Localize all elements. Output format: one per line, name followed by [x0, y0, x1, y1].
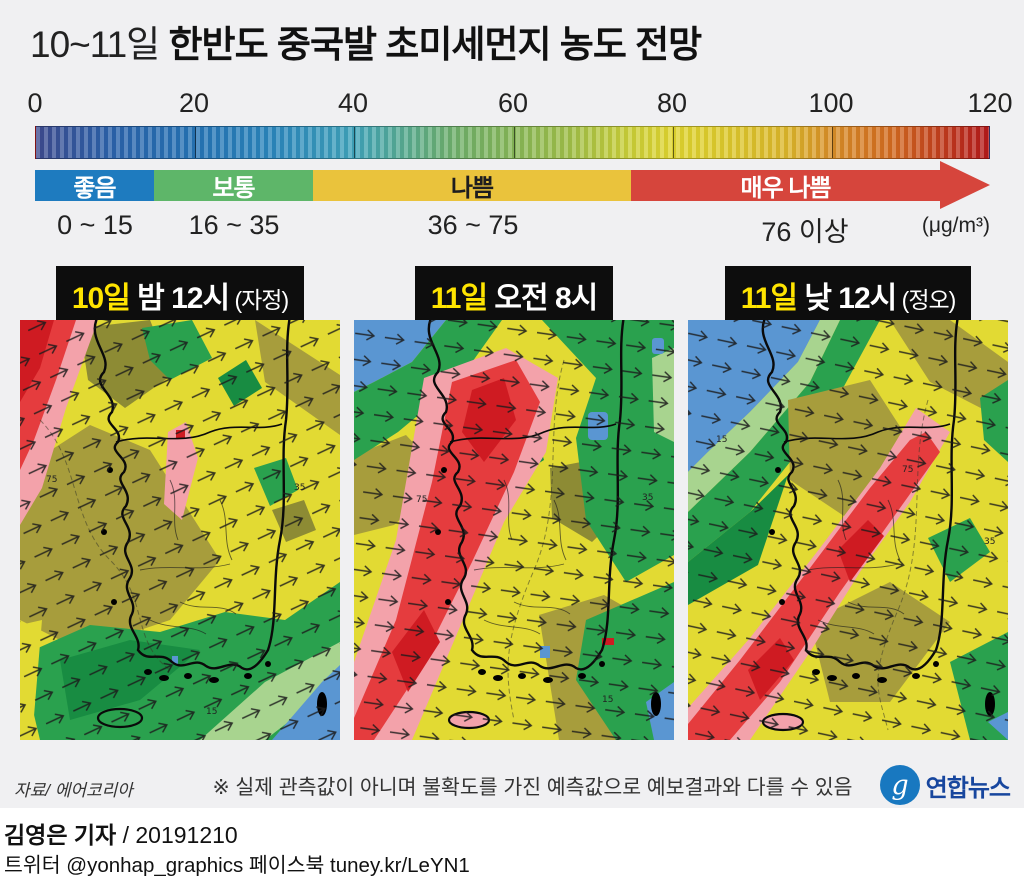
scale-divider [832, 127, 833, 158]
tick-100: 100 [808, 88, 854, 118]
panel-1-day: 10일 [71, 282, 131, 315]
tick-40: 40 [337, 88, 369, 118]
contour-labels-1: 75 35 15 [46, 475, 305, 717]
panel-2-day: 11일 [430, 282, 488, 315]
svg-text:15: 15 [206, 707, 217, 717]
map-3-svg: 75 35 15 [688, 320, 1008, 740]
color-scale-bar [35, 126, 990, 159]
svg-text:15: 15 [602, 695, 613, 705]
svg-text:75: 75 [416, 495, 427, 505]
category-very-bad-label: 매우 나쁨 [740, 175, 832, 202]
svg-text:35: 35 [294, 483, 305, 493]
range-very-bad: 76 이상 [761, 217, 849, 247]
title-date-range: 10~11일 [30, 24, 160, 65]
forecast-map-2: 75 35 15 [354, 320, 674, 740]
scale-divider [195, 127, 196, 158]
yonhap-logo-text: 연합뉴스 [925, 774, 1011, 802]
panel-1-paren: (자정) [229, 287, 289, 313]
map-1-svg: 75 35 15 [20, 320, 340, 740]
contour-labels-2: 75 35 15 [416, 493, 653, 705]
category-normal: 보통 [154, 170, 313, 202]
wind-arrows-3 [688, 320, 1008, 740]
byline-date: / 20191210 [116, 822, 238, 848]
range-bad: 36 ~ 75 [427, 210, 519, 240]
panel-dec11-noon: 11일 낮 12시 (정오) [688, 266, 1008, 740]
range-normal: 16 ~ 35 [188, 210, 280, 240]
panel-3-paren: (정오) [896, 287, 957, 313]
title-main: 한반도 중국발 초미세먼지 농도 전망 [159, 24, 702, 65]
forecast-map-1: 75 35 15 [20, 320, 340, 740]
tick-20: 20 [178, 88, 210, 118]
yonhap-logo: g 연합뉴스 [879, 764, 1011, 806]
arrow-right-icon [940, 161, 990, 209]
scale-divider [514, 127, 515, 158]
svg-text:75: 75 [902, 465, 913, 475]
panel-3-time: 낮 12시 [797, 282, 897, 315]
map-2-svg: 75 35 15 [354, 320, 674, 740]
range-good: 0 ~ 15 [57, 210, 133, 240]
page-title: 10~11일 한반도 중국발 초미세먼지 농도 전망 [30, 14, 702, 68]
scale-divider [354, 127, 355, 158]
wind-arrows-2 [354, 320, 674, 740]
category-ranges: 0 ~ 15 16 ~ 35 36 ~ 75 76 이상 (μg/m³) [35, 210, 990, 247]
unit-label: (μg/m³) [921, 214, 990, 237]
panel-1-header: 10일 밤 12시 (자정) [55, 266, 305, 326]
wind-arrows-1 [20, 320, 340, 740]
panel-dec10-midnight: 10일 밤 12시 (자정) [20, 266, 340, 740]
scale-divider [673, 127, 674, 158]
category-good: 좋음 [35, 170, 154, 202]
svg-text:15: 15 [716, 435, 727, 445]
contour-labels-3: 75 35 15 [716, 435, 995, 547]
panel-dec11-8am: 11일 오전 8시 [354, 266, 674, 740]
tick-0: 0 [27, 88, 43, 118]
panel-1-time: 밤 12시 [129, 282, 230, 315]
forecast-map-3: 75 35 15 [688, 320, 1008, 740]
data-source: 자료/ 에어코리아 [14, 781, 133, 800]
yonhap-logo-icon: g [879, 765, 920, 805]
tick-80: 80 [656, 88, 688, 118]
svg-text:35: 35 [642, 493, 653, 503]
tick-60: 60 [497, 88, 529, 118]
panel-2-time: 오전 8시 [487, 282, 598, 315]
social-links: 트위터 @yonhap_graphics 페이스북 tuney.kr/LeYN1 [4, 854, 470, 877]
svg-text:75: 75 [46, 475, 57, 485]
category-bad: 나쁨 [313, 170, 631, 202]
infographic-background: 10~11일 한반도 중국발 초미세먼지 농도 전망 0 20 40 60 80… [0, 0, 1024, 808]
svg-text:35: 35 [984, 537, 995, 547]
category-bar: 좋음 보통 나쁨 매우 나쁨 [35, 161, 990, 209]
svg-text:g: g [891, 770, 908, 801]
byline: 김영은 기자 / 20191210 [4, 822, 238, 848]
panel-2-header: 11일 오전 8시 [414, 266, 614, 326]
tick-120: 120 [967, 88, 1013, 118]
scale-tick-labels: 0 20 40 60 80 100 120 [27, 88, 1012, 118]
panel-3-header: 11일 낮 12시 (정오) [724, 266, 972, 326]
concentration-scale: 0 20 40 60 80 100 120 좋음 보통 나쁨 매우 나쁨 0 ~… [27, 88, 1012, 247]
panel-3-day: 11일 [740, 282, 798, 315]
disclaimer-note: ※ 실제 관측값이 아니며 불확도를 가진 예측값으로 예보결과와 다를 수 있… [212, 776, 853, 799]
category-very-bad: 매우 나쁨 [631, 161, 990, 209]
